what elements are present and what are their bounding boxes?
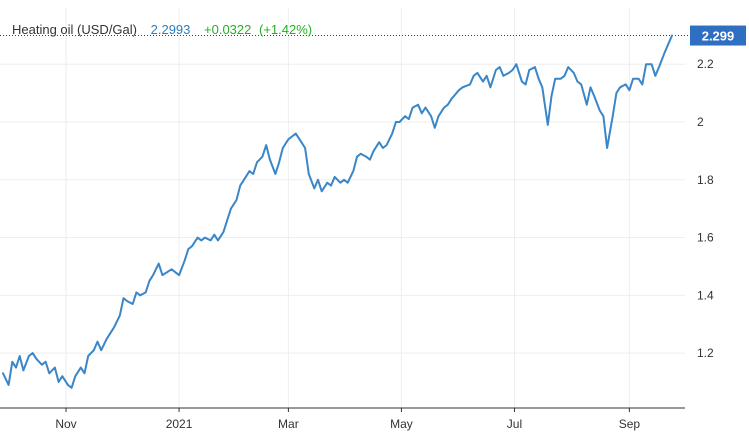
y-tick-label: 1.2 <box>697 346 714 360</box>
price-change: +0.0322 <box>204 22 252 37</box>
x-tick-label: Sep <box>619 417 641 431</box>
x-tick-label: Mar <box>278 417 299 431</box>
x-tick-label: 2021 <box>166 417 193 431</box>
x-axis-tick-labels: Nov 2021 Mar May Jul Sep <box>55 417 640 431</box>
x-tick-label: May <box>390 417 413 431</box>
last-price-badge-label: 2.299 <box>702 29 735 44</box>
y-axis-tick-labels: 1.2 1.4 1.6 1.8 2 2.2 <box>697 57 714 360</box>
quote-header: Heating oil (USD/Gal) 2.2993 +0.0322 (+1… <box>12 21 312 39</box>
x-tick-label: Nov <box>55 417 76 431</box>
y-tick-label: 1.4 <box>697 288 714 302</box>
price-change-percent: (+1.42%) <box>259 22 313 37</box>
series-line <box>2 34 673 389</box>
series-group <box>2 34 673 389</box>
current-price: 2.2993 <box>150 22 191 37</box>
grid-lines-vertical <box>65 8 630 412</box>
y-tick-label: 2.2 <box>697 57 714 71</box>
x-tick-label: Jul <box>507 417 522 431</box>
y-tick-label: 2 <box>697 115 704 129</box>
last-price-badge: 2.299 <box>690 25 746 46</box>
instrument-name: Heating oil (USD/Gal) <box>12 22 137 37</box>
grid-lines-horizontal <box>0 63 685 354</box>
y-tick-label: 1.8 <box>697 173 714 187</box>
y-tick-label: 1.6 <box>697 231 714 245</box>
last-price-badge-background <box>690 25 746 46</box>
